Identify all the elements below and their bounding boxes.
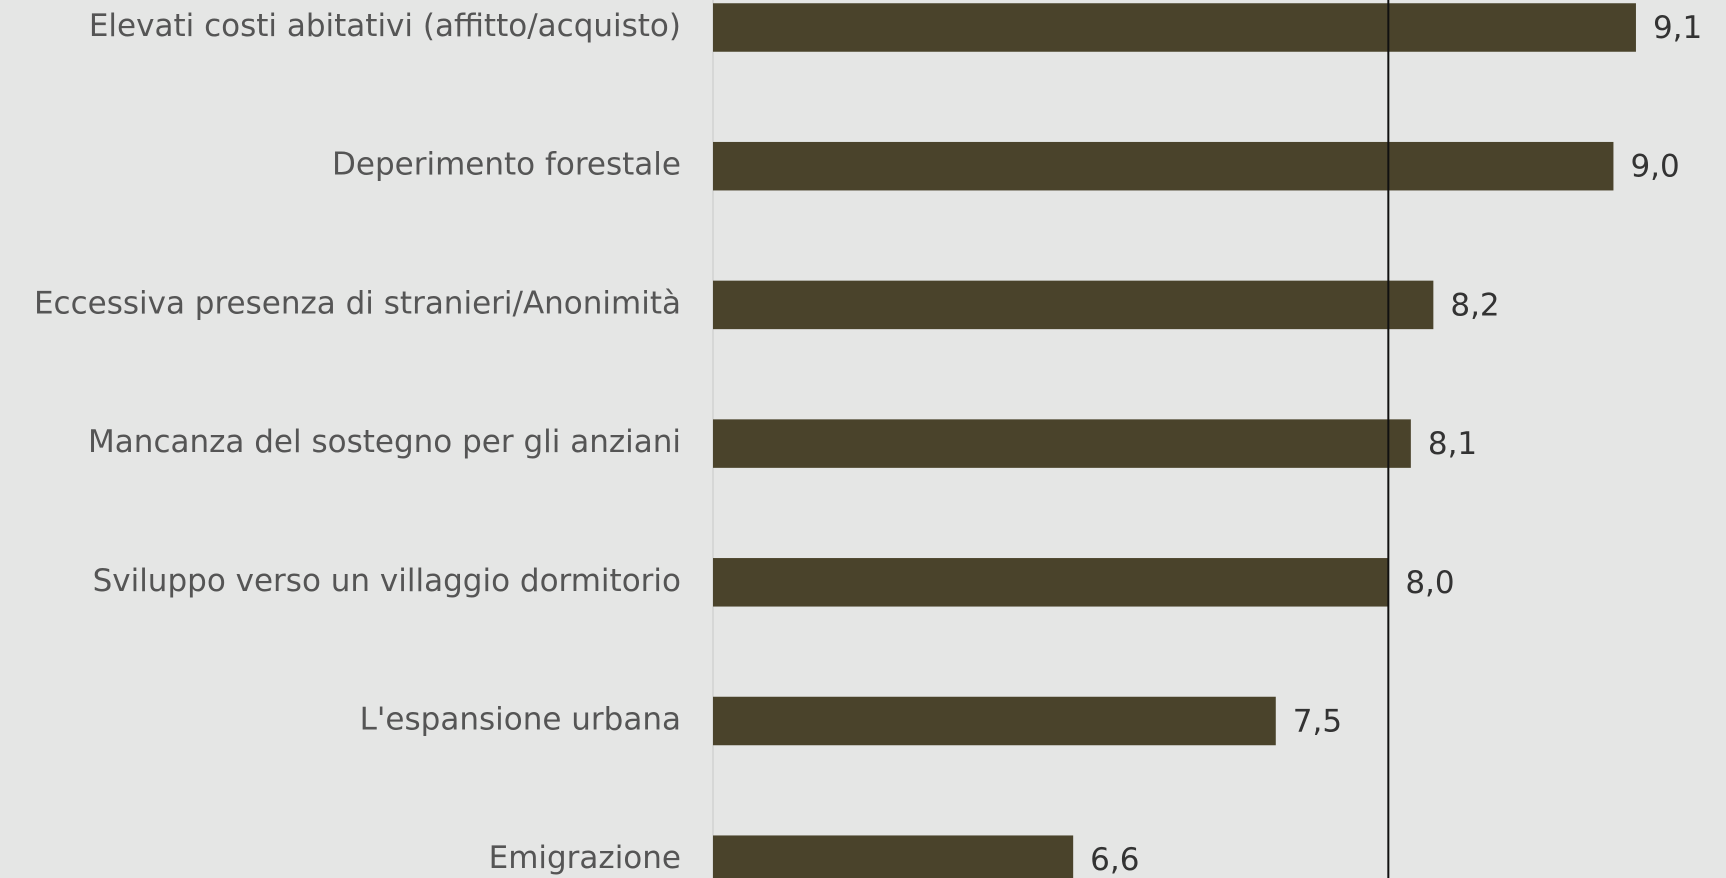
value-label: 8,1 (1428, 426, 1477, 462)
value-label: 8,0 (1405, 565, 1454, 601)
bar (713, 3, 1636, 52)
value-label: 9,1 (1653, 10, 1702, 46)
category-label: Elevati costi abitativi (affitto/acquist… (89, 8, 681, 44)
category-label: Emigrazione (489, 840, 681, 876)
value-label: 8,2 (1450, 287, 1499, 323)
bar (713, 280, 1434, 330)
value-label: 9,0 (1630, 149, 1679, 185)
bar (713, 419, 1411, 468)
category-label: Sviluppo verso un villaggio dormitorio (93, 563, 681, 599)
category-label: Eccessiva presenza di stranieri/Anonimit… (34, 285, 681, 321)
category-label: Deperimento forestale (332, 147, 681, 183)
value-label: 6,6 (1090, 842, 1139, 878)
bar (713, 696, 1276, 746)
bar (713, 141, 1614, 191)
category-label: L'espansione urbana (360, 702, 681, 738)
value-label: 7,5 (1293, 704, 1342, 740)
bar (713, 558, 1389, 607)
category-label: Mancanza del sostegno per gli anziani (88, 424, 681, 460)
bar (713, 835, 1074, 878)
